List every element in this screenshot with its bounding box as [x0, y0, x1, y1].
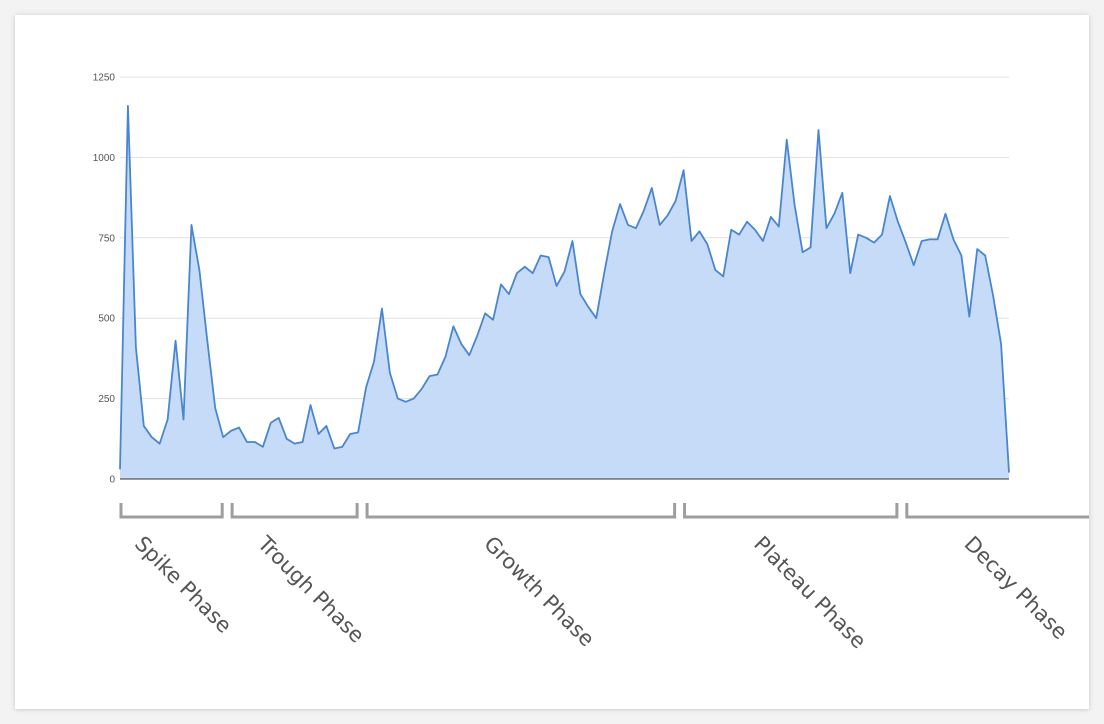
y-tick-label-250: 250	[98, 394, 115, 405]
bracket-growth-phase	[365, 503, 677, 519]
y-tick-label-1250: 1250	[93, 73, 116, 84]
phase-label-plateau-phase: Plateau Phase	[749, 532, 871, 654]
phase-brackets: Spike Phase Trough Phase Growth Phase Plate…	[119, 503, 1089, 654]
phase-label-decay-phase: Decay Phase	[960, 532, 1073, 645]
y-tick-label-0: 0	[109, 475, 115, 486]
phase-label-trough-phase: Trough Phase	[252, 531, 369, 648]
y-tick-label-1000: 1000	[93, 153, 116, 164]
phase-label-growth-phase: Growth Phase	[479, 532, 599, 652]
y-tick-label-750: 750	[98, 233, 115, 244]
bracket-plateau-phase	[683, 503, 899, 519]
bracket-decay-phase	[905, 503, 1089, 519]
area-series-fill	[120, 105, 1009, 479]
y-axis-tick-labels: 0 250 500 750 1000 1250	[93, 73, 116, 486]
area-chart: 0 250 500 750 1000 1250 Spike Phase Trough Pha…	[93, 73, 1089, 654]
area-series-line	[119, 105, 1010, 473]
y-tick-label-500: 500	[98, 314, 115, 325]
chart-card: 0 250 500 750 1000 1250 Spike Phase Trough Pha…	[15, 15, 1089, 709]
bracket-trough-phase	[230, 503, 359, 519]
bracket-spike-phase	[119, 503, 224, 519]
phase-label-spike-phase: Spike Phase	[130, 532, 236, 638]
